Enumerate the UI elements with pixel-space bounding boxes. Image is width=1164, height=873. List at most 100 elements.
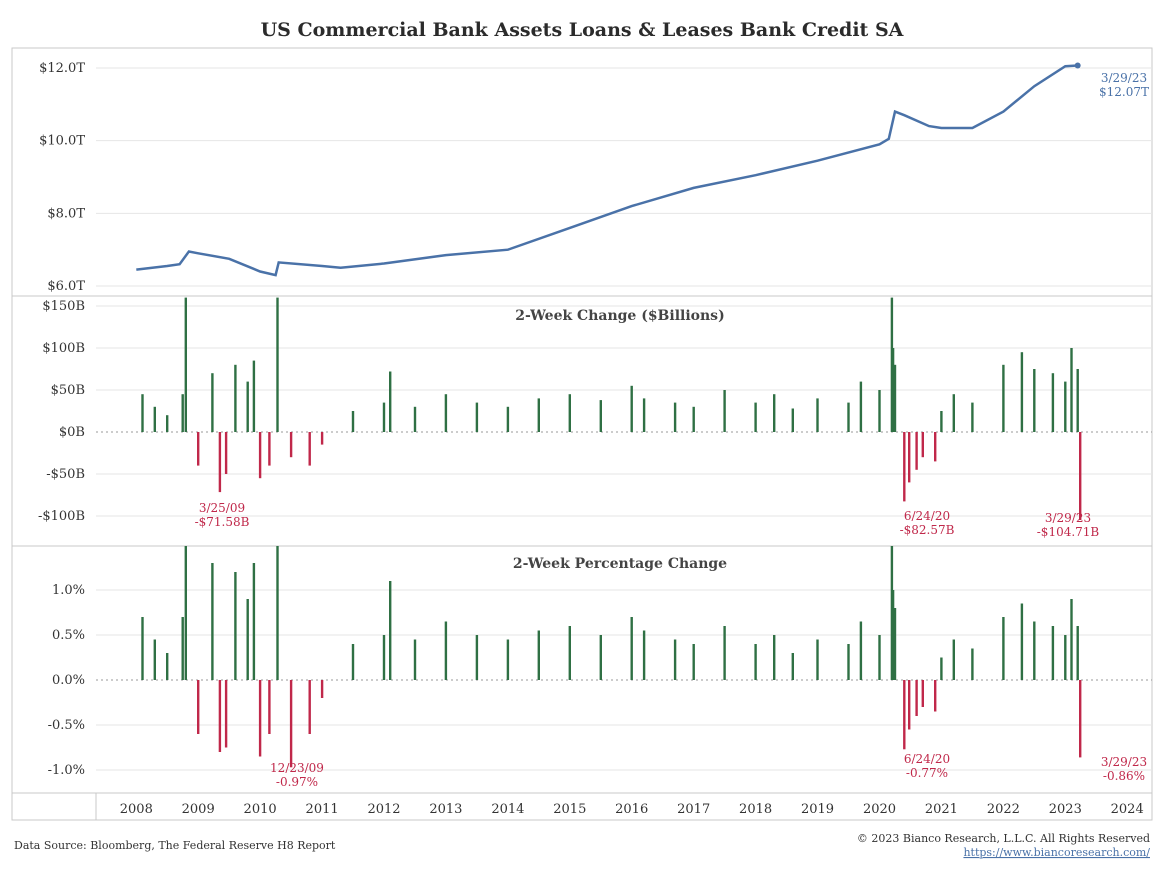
pct-anno-2023-date: 3/29/23 [1101, 755, 1147, 769]
change-bar [1079, 432, 1082, 520]
anno-2020-value: -$82.57B [900, 523, 955, 537]
change-bar [630, 385, 633, 432]
x-tick-label: 2012 [367, 802, 400, 817]
y-tick-label: -0.5% [48, 718, 85, 733]
pct-bar [891, 590, 895, 680]
change-bar [893, 364, 897, 432]
change-bar [859, 381, 863, 432]
pct-bar [903, 680, 906, 750]
change-bar [1076, 369, 1079, 432]
change-bar [891, 348, 895, 432]
bottom-panel-title: 2-Week Percentage Change [513, 556, 727, 572]
x-tick-label: 2011 [306, 802, 339, 817]
pct-bar [915, 680, 918, 716]
anno-2009-value: -$71.58B [195, 515, 250, 529]
x-tick-label: 2010 [244, 802, 277, 817]
pct-bar [1076, 626, 1079, 680]
copyright: © 2023 Bianco Research, L.L.C. All Right… [857, 832, 1150, 845]
change-bar [197, 432, 200, 466]
pct-bar [320, 680, 324, 698]
pct-bar [630, 617, 633, 680]
pct-bar [599, 635, 602, 680]
x-tick-label: 2018 [739, 802, 772, 817]
pct-bar [754, 644, 757, 680]
change-bar [218, 432, 222, 493]
change-bar [141, 394, 144, 432]
website-link[interactable]: https://www.biancoresearch.com/ [963, 846, 1150, 859]
panel-frames [11, 47, 1153, 821]
change-bar [1020, 352, 1024, 432]
x-tick-label: 2020 [863, 802, 896, 817]
change-bar [1051, 373, 1055, 432]
pct-bar [181, 617, 184, 680]
y-tick-label: $6.0T [47, 279, 85, 294]
pct-bar [211, 563, 214, 680]
pct-bar [1020, 603, 1024, 680]
pct-bar [141, 617, 144, 680]
change-bar [791, 408, 794, 432]
pct-bar [276, 546, 279, 680]
y-tick-label: $100B [42, 341, 85, 356]
pct-bar [1064, 635, 1067, 680]
change-bar [773, 394, 776, 432]
change-bar [1064, 381, 1067, 432]
x-tick-label: 2013 [429, 802, 462, 817]
change-bars [141, 297, 1082, 520]
change-bar [934, 432, 937, 462]
change-bar [921, 432, 924, 458]
pct-anno-2020-value: -0.77% [906, 766, 948, 780]
x-tick-label: 2023 [1049, 802, 1082, 817]
data-source: Data Source: Bloomberg, The Federal Rese… [14, 839, 336, 852]
x-tick-label: 2016 [615, 802, 648, 817]
pct-bar [878, 635, 881, 680]
bottom-panel-y-ticks: -1.0% -0.5% 0.0% 0.5% 1.0% [48, 583, 85, 778]
change-bar [224, 432, 228, 474]
middle-panel-y-ticks: -$100B -$50B $0B $50B $100B $150B [38, 299, 85, 524]
pct-bar [382, 635, 386, 680]
pct-bar [921, 680, 924, 707]
chart-title: US Commercial Bank Assets Loans & Leases… [261, 19, 904, 41]
pct-bar [847, 644, 850, 680]
anno-2023-date: 3/29/23 [1045, 511, 1091, 525]
change-bar [903, 432, 906, 502]
change-bar [234, 364, 237, 432]
top-anno-value: $12.07T [1099, 85, 1149, 99]
change-bar [1002, 364, 1005, 432]
x-axis: 2008 2009 2010 2011 2012 2013 2014 2015 2016 2017… [120, 802, 1144, 817]
pct-bar [506, 639, 510, 680]
change-bar [475, 402, 479, 432]
pct-bar [773, 635, 776, 680]
top-panel-y-ticks: $6.0T $8.0T $10.0T $12.0T [39, 61, 85, 294]
change-bar [308, 432, 311, 466]
change-bar [599, 400, 602, 432]
change-bar [153, 406, 156, 432]
pct-bar [723, 626, 726, 680]
pct-bar [289, 680, 293, 768]
x-tick-label: 2024 [1111, 802, 1144, 817]
pct-bar [692, 644, 695, 680]
change-bar [506, 406, 510, 432]
y-tick-label: 1.0% [52, 583, 85, 598]
bank-credit-line [136, 64, 1078, 277]
change-bar [847, 402, 850, 432]
y-tick-label: $0B [59, 425, 85, 440]
anno-2009-date: 3/25/09 [199, 501, 245, 515]
change-bar [413, 406, 417, 432]
pct-bar [971, 648, 974, 680]
change-bar [537, 398, 540, 432]
pct-bar [218, 680, 222, 752]
pct-bar [246, 599, 249, 680]
change-bar [320, 432, 324, 445]
pct-bar [258, 680, 262, 757]
pct-bar [934, 680, 937, 712]
y-tick-label: 0.5% [52, 628, 85, 643]
pct-bar [224, 680, 228, 748]
change-bar [971, 402, 974, 432]
pct-bar [166, 653, 169, 680]
x-tick-label: 2017 [677, 802, 710, 817]
y-tick-label: $150B [42, 299, 85, 314]
y-tick-label: $50B [51, 383, 85, 398]
change-bar [908, 432, 911, 483]
y-tick-label: -1.0% [48, 763, 85, 778]
pct-anno-2009-value: -0.97% [276, 775, 318, 789]
